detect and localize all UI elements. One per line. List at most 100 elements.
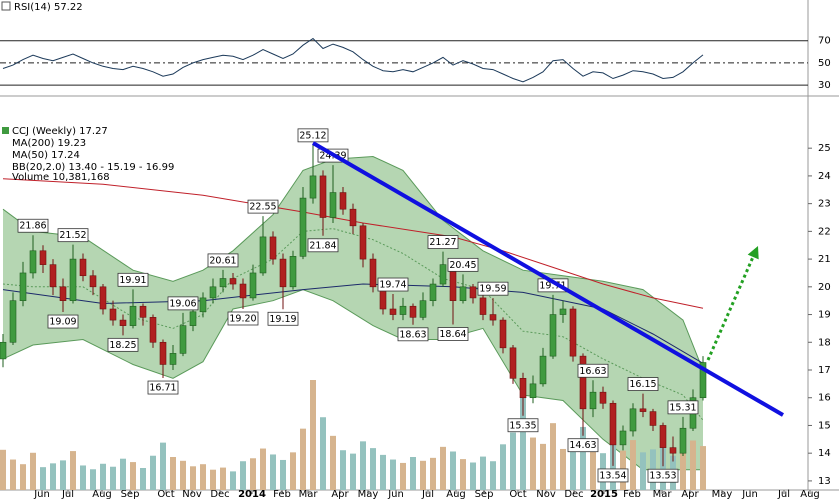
x-tick-label: Jun (33, 489, 50, 500)
price-callout-label: 16.15 (629, 379, 656, 390)
candle-body (59, 286, 67, 301)
volume-bar (190, 466, 196, 490)
candle-body (549, 314, 557, 357)
candle-body (529, 383, 537, 399)
volume-bar (70, 451, 76, 490)
candle-body (149, 317, 157, 343)
price-callout-label: 21.84 (309, 240, 336, 251)
candle-body (439, 264, 447, 285)
x-tick-label: Jul (421, 489, 434, 500)
candle-body (229, 278, 237, 285)
volume-bar (110, 466, 116, 490)
legend-title: CCJ (Weekly) 17.27 (12, 126, 108, 137)
volume-bar (140, 468, 146, 490)
candle-body (239, 283, 247, 299)
rsi-title: RSI(14) 57.22 (14, 2, 83, 13)
legend-volume: Volume 10,381,168 (12, 172, 110, 183)
volume-bar (370, 448, 376, 490)
rsi-tick-label: 50 (818, 58, 831, 69)
price-callout (567, 438, 599, 453)
volume-bar (290, 452, 296, 490)
volume-bar (250, 458, 256, 490)
price-callout (247, 199, 279, 214)
price-callout (17, 218, 49, 233)
volume-bar (410, 457, 416, 490)
price-callout (397, 327, 429, 342)
candle-body (29, 250, 37, 274)
volume-bar (120, 458, 126, 490)
candle-body (479, 297, 487, 315)
y-tick-label: 15 (818, 420, 831, 431)
price-callout-label: 21.52 (59, 230, 86, 241)
price-callout-label: 18.64 (439, 329, 466, 340)
x-tick-label: Oct (157, 489, 174, 500)
volume-bar (350, 453, 356, 490)
candle-body (259, 236, 267, 274)
volume-bar (590, 445, 596, 490)
volume-bar (450, 451, 456, 490)
x-tick-label: Jul (777, 489, 790, 500)
price-callout (577, 363, 609, 378)
x-tick-label: Dec (210, 489, 229, 500)
price-callout (147, 380, 179, 395)
candle-body (0, 341, 7, 360)
price-callout-label: 16.71 (149, 383, 176, 394)
price-callout (477, 281, 509, 296)
x-tick-label: Feb (623, 489, 641, 500)
candle-body (159, 341, 167, 365)
x-tick-label: Nov (182, 489, 202, 500)
candle-body (269, 236, 277, 260)
price-callout-label: 21.86 (19, 221, 46, 232)
x-tick-label: 2015 (590, 489, 618, 500)
price-callout (207, 253, 239, 268)
candle-body (609, 402, 617, 446)
bollinger-lower (2, 289, 703, 471)
volume-bar (20, 464, 26, 490)
price-callout-label: 13.53 (649, 471, 676, 482)
price-callout-label: 19.19 (269, 314, 296, 325)
candle-body (509, 347, 517, 379)
y-tick-label: 13 (818, 476, 831, 487)
price-callout-label: 25.12 (299, 130, 326, 141)
price-callout-label: 19.20 (229, 314, 256, 325)
price-callout (297, 128, 329, 143)
volume-bar (490, 461, 496, 490)
candle-body (299, 197, 307, 257)
x-tick-label: Oct (509, 489, 526, 500)
candle-body (589, 391, 597, 410)
candle-body (179, 325, 187, 354)
volume-bar (90, 469, 96, 490)
candle-body (389, 308, 397, 315)
price-callout (117, 272, 149, 287)
price-callout (267, 311, 299, 326)
y-tick-label: 18 (818, 337, 831, 348)
volume-bar (80, 465, 86, 490)
volume-bar (60, 460, 66, 490)
y-tick-label: 19 (818, 310, 831, 321)
candle-body (99, 286, 107, 310)
volume-bar (260, 448, 266, 490)
candle-body (649, 411, 657, 426)
candle-body (629, 408, 637, 432)
x-tick-label: Aug (446, 489, 466, 500)
candle-body (79, 258, 87, 277)
x-tick-label: Nov (536, 489, 556, 500)
candle-body (579, 355, 587, 410)
legend-ma200: MA(200) 19.23 (12, 138, 86, 149)
volume-bar (130, 462, 136, 490)
volume-bar (500, 444, 506, 490)
candle-body (669, 447, 677, 454)
candle-body (289, 256, 297, 288)
y-tick-label: 25 (818, 143, 831, 154)
volume-bar (440, 446, 446, 490)
volume-bar (400, 462, 406, 490)
volume-bar (530, 437, 536, 490)
candle-body (209, 286, 217, 299)
candle-body (89, 275, 97, 288)
candle-body (399, 305, 407, 315)
price-callout (667, 400, 699, 415)
volume-bar (150, 455, 156, 490)
x-tick-label: Jul (61, 489, 74, 500)
candle-body (219, 278, 227, 288)
